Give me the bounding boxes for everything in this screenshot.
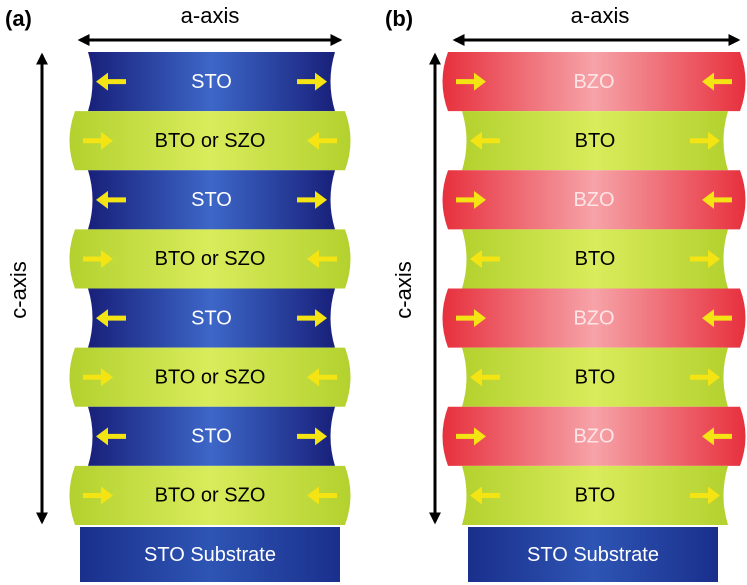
panel-label: (a) — [5, 6, 32, 31]
layer-label: STO — [191, 426, 232, 448]
layer-label: BTO or SZO — [155, 366, 266, 388]
layer-label: BTO or SZO — [155, 485, 266, 507]
c-axis-label: c-axis — [6, 261, 31, 318]
a-axis-label: a-axis — [571, 3, 630, 28]
layer-label: BTO — [575, 130, 616, 152]
layer-label: STO — [191, 307, 232, 329]
substrate-label: STO Substrate — [144, 544, 276, 566]
layer-label: STO — [191, 189, 232, 211]
layer-label: BZO — [573, 307, 614, 329]
substrate-label: STO Substrate — [527, 544, 659, 566]
layer-label: BTO or SZO — [155, 248, 266, 270]
layer-label: BTO — [575, 366, 616, 388]
layer-label: BTO — [575, 248, 616, 270]
layer-label: BZO — [573, 426, 614, 448]
diagram: (a) a-axis c-axis STO BTO or SZO STO BTO or SZ… — [0, 0, 747, 585]
panel-label: (b) — [385, 6, 413, 31]
layer-label: BZO — [573, 189, 614, 211]
layer-label: BZO — [573, 71, 614, 93]
c-axis-label: c-axis — [391, 261, 416, 318]
layer-label: BTO or SZO — [155, 130, 266, 152]
layer-label: STO — [191, 71, 232, 93]
a-axis-label: a-axis — [181, 3, 240, 28]
layer-label: BTO — [575, 485, 616, 507]
